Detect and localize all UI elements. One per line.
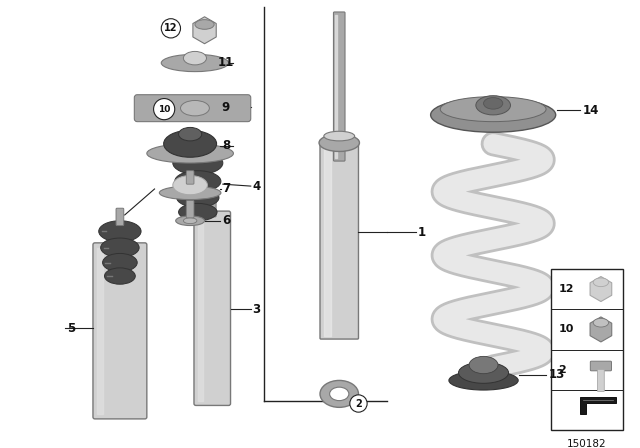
Text: 12: 12 <box>559 284 574 294</box>
FancyBboxPatch shape <box>186 171 194 184</box>
Text: 6: 6 <box>222 214 230 227</box>
Ellipse shape <box>175 171 221 192</box>
FancyBboxPatch shape <box>590 361 611 371</box>
FancyBboxPatch shape <box>209 201 216 217</box>
Ellipse shape <box>188 145 209 155</box>
Ellipse shape <box>431 98 556 132</box>
Text: 5: 5 <box>67 322 76 335</box>
Text: 12: 12 <box>164 23 178 33</box>
Ellipse shape <box>100 238 139 257</box>
Text: 8: 8 <box>222 139 230 152</box>
FancyBboxPatch shape <box>93 243 147 419</box>
FancyBboxPatch shape <box>134 95 251 122</box>
Ellipse shape <box>179 203 217 221</box>
Text: 2: 2 <box>355 399 362 409</box>
Text: 9: 9 <box>222 101 230 114</box>
Ellipse shape <box>484 98 503 109</box>
Ellipse shape <box>147 144 234 163</box>
Ellipse shape <box>164 130 216 157</box>
Text: 2: 2 <box>559 365 566 375</box>
FancyBboxPatch shape <box>333 12 345 161</box>
Polygon shape <box>580 397 616 414</box>
Text: 14: 14 <box>582 103 599 116</box>
Text: 4: 4 <box>253 180 261 193</box>
Ellipse shape <box>476 96 511 115</box>
FancyBboxPatch shape <box>194 211 230 405</box>
Circle shape <box>154 99 175 120</box>
Ellipse shape <box>179 127 202 141</box>
Circle shape <box>350 395 367 412</box>
Ellipse shape <box>173 151 223 175</box>
Ellipse shape <box>320 380 358 407</box>
Ellipse shape <box>173 176 207 195</box>
Text: 150182: 150182 <box>567 439 607 448</box>
Ellipse shape <box>593 319 609 327</box>
Text: 13: 13 <box>549 368 565 381</box>
Ellipse shape <box>330 387 349 401</box>
Ellipse shape <box>458 362 509 383</box>
FancyBboxPatch shape <box>551 269 623 431</box>
Text: 3: 3 <box>253 303 260 316</box>
Ellipse shape <box>161 54 228 72</box>
Ellipse shape <box>469 356 498 374</box>
Ellipse shape <box>440 97 546 122</box>
Circle shape <box>161 19 180 38</box>
Ellipse shape <box>176 216 205 225</box>
Ellipse shape <box>177 188 219 207</box>
Ellipse shape <box>449 371 518 390</box>
Ellipse shape <box>102 254 137 272</box>
Ellipse shape <box>104 268 135 284</box>
FancyBboxPatch shape <box>186 201 194 218</box>
Ellipse shape <box>195 20 214 29</box>
Ellipse shape <box>99 221 141 242</box>
FancyBboxPatch shape <box>116 208 124 225</box>
Text: 10: 10 <box>158 105 170 114</box>
Text: 10: 10 <box>559 324 574 335</box>
Ellipse shape <box>593 278 609 287</box>
Text: 11: 11 <box>218 56 234 69</box>
Ellipse shape <box>184 52 207 65</box>
Text: 7: 7 <box>222 182 230 195</box>
Ellipse shape <box>180 100 209 116</box>
Ellipse shape <box>324 131 355 141</box>
Text: 1: 1 <box>418 226 426 239</box>
Ellipse shape <box>319 134 360 151</box>
Ellipse shape <box>159 186 221 199</box>
FancyBboxPatch shape <box>598 369 604 392</box>
FancyBboxPatch shape <box>320 140 358 339</box>
Ellipse shape <box>184 218 197 224</box>
